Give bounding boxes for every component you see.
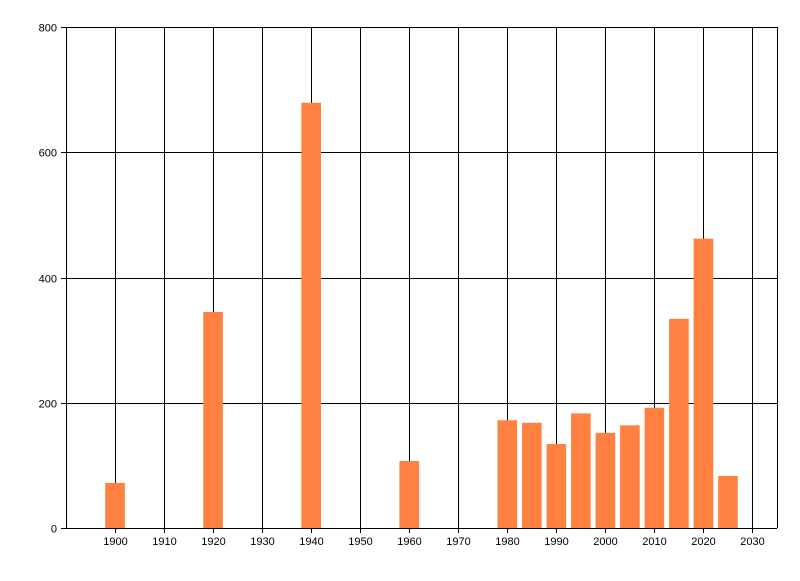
bar (203, 311, 223, 528)
bar (497, 420, 518, 528)
x-tick-label: 2010 (642, 536, 666, 548)
x-tick-label: 2000 (593, 536, 617, 548)
x-tick-label: 2030 (740, 536, 764, 548)
y-tick-label: 0 (51, 524, 57, 536)
x-tick-label: 1970 (446, 536, 470, 548)
y-tick-label: 200 (39, 399, 57, 411)
y-tick-label: 400 (39, 274, 57, 286)
bar (522, 422, 542, 528)
x-tick-label: 1980 (495, 536, 519, 548)
bar (669, 318, 689, 528)
bar (718, 476, 738, 528)
bar (399, 460, 420, 528)
x-tick-label: 1900 (103, 536, 127, 548)
x-tick-label: 1950 (348, 536, 372, 548)
x-axis-ticks: 1900 1910 1920 1930 1940 1950 1960 1970 1980 1990… (103, 528, 765, 548)
y-axis-ticks: 0 200 400 600 800 (39, 23, 66, 536)
y-tick-label: 800 (39, 23, 57, 35)
x-tick-label: 1920 (201, 536, 225, 548)
x-tick-label: 2020 (691, 536, 715, 548)
bar (301, 102, 321, 529)
x-tick-label: 1910 (152, 536, 176, 548)
bar (105, 482, 125, 528)
y-tick-label: 600 (39, 148, 57, 160)
bar (595, 432, 616, 528)
x-tick-label: 1940 (299, 536, 323, 548)
bar (546, 444, 567, 528)
bar (620, 425, 640, 528)
x-tick-label: 1960 (397, 536, 421, 548)
bar (644, 407, 665, 528)
x-tick-label: 1990 (544, 536, 568, 548)
x-tick-label: 1930 (250, 536, 274, 548)
bar (693, 238, 714, 529)
bars (105, 102, 738, 529)
axes (66, 27, 777, 529)
bar (571, 413, 591, 528)
